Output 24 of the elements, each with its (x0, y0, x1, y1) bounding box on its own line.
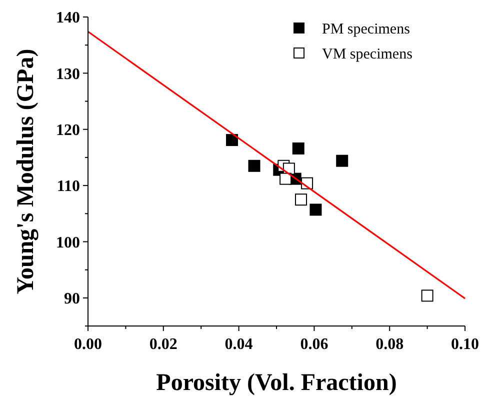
x-tick-label: 0.00 (74, 336, 102, 353)
point (226, 134, 238, 146)
y-tick-label: 100 (56, 234, 80, 252)
point (421, 290, 434, 302)
y-axis-title: Young's Modulus (GPa) (13, 48, 39, 294)
point (336, 154, 348, 167)
y-tick-label: 130 (56, 66, 80, 83)
x-tick-label: 0.10 (451, 336, 479, 353)
x-tick-label: 0.02 (149, 336, 178, 353)
x-tick-label: 0.08 (376, 336, 404, 353)
x-tick-label: 0.04 (224, 336, 253, 353)
legend-label: PM specimens (322, 21, 410, 38)
point (295, 194, 308, 206)
point (310, 204, 322, 216)
y-tick-label: 120 (56, 122, 80, 139)
y-tick-label: 140 (56, 10, 80, 27)
y-tick-label: 110 (56, 178, 80, 196)
y-tick-label: 90 (64, 290, 80, 308)
x-axis-title: Porosity (Vol. Fraction) (156, 370, 397, 396)
legend-label: VM specimens (322, 46, 413, 62)
point (280, 172, 292, 185)
point (248, 160, 260, 172)
x-tick-label: 0.06 (300, 336, 328, 353)
point (292, 142, 304, 154)
